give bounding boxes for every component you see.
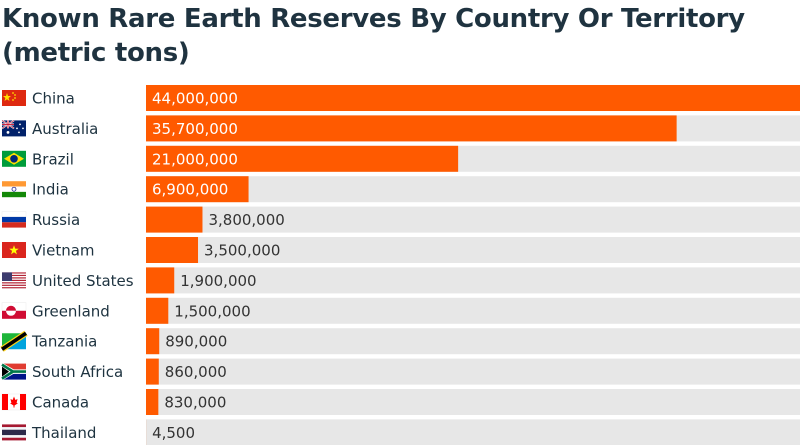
country-label: United States: [32, 272, 134, 290]
value-label: 6,900,000: [152, 181, 228, 199]
south-africa-flag-icon: [0, 362, 26, 381]
bar-track: [146, 328, 800, 355]
value-label: 4,500: [152, 424, 195, 442]
bar: [146, 267, 175, 294]
country-label: Russia: [32, 211, 80, 229]
bar-track: [146, 358, 800, 385]
country-label: South Africa: [32, 363, 123, 381]
bar: [146, 358, 159, 385]
bar-track: [146, 419, 800, 445]
brazil-flag-icon: [2, 150, 26, 167]
value-label: 860,000: [165, 363, 227, 381]
bar-row: India 6,900,000: [2, 176, 800, 203]
value-label: 830,000: [164, 394, 226, 412]
australia-flag-icon: [1, 119, 26, 137]
united-states-flag-icon: [2, 272, 26, 290]
chart-title: Known Rare Earth Reserves By Country Or …: [2, 4, 745, 68]
bar-track: [146, 176, 800, 203]
country-label: Australia: [32, 120, 98, 138]
bar: [146, 328, 160, 355]
value-label: 3,800,000: [208, 211, 284, 229]
india-flag-icon: [2, 181, 26, 198]
bar-row: Canada 830,000: [1, 389, 800, 415]
bar: [146, 85, 800, 111]
china-flag-icon: [2, 90, 26, 106]
value-label: 21,000,000: [152, 150, 238, 168]
value-label: 1,500,000: [174, 302, 250, 320]
bar: [146, 145, 459, 172]
bar-row: Vietnam 3,500,000: [2, 237, 800, 263]
bar: [146, 206, 203, 233]
bar-row: Russia 3,800,000: [1, 206, 800, 233]
bar-row: Thailand 4,500: [2, 419, 800, 445]
bar: [146, 176, 249, 203]
value-label: 1,900,000: [180, 272, 256, 290]
country-label: Vietnam: [32, 242, 95, 260]
russia-flag-icon: [1, 211, 27, 228]
bar-row: South Africa 860,000: [0, 358, 800, 385]
bar-row: Greenland 1,500,000: [1, 297, 800, 324]
bar-row: United States 1,900,000: [2, 267, 800, 294]
thailand-flag-icon: [2, 424, 26, 441]
bar-row: Australia 35,700,000: [1, 115, 800, 142]
country-label: Greenland: [32, 302, 110, 320]
bar: [146, 237, 199, 263]
bar: [146, 115, 677, 142]
bar-track: [146, 389, 800, 415]
bar-row: Tanzania 890,000: [0, 328, 800, 355]
country-label: Canada: [32, 394, 89, 412]
value-label: 3,500,000: [204, 242, 280, 260]
canada-flag-icon: [1, 393, 27, 411]
value-label: 35,700,000: [152, 120, 238, 138]
vietnam-flag-icon: [2, 242, 26, 258]
country-label: Thailand: [31, 424, 96, 442]
bar-row: Brazil 21,000,000: [2, 145, 800, 172]
bar-track: [146, 267, 800, 294]
bar: [146, 297, 169, 324]
value-label: 44,000,000: [152, 90, 238, 108]
bar-track: [146, 206, 800, 233]
bar-row: China 44,000,000: [2, 85, 800, 111]
value-label: 890,000: [165, 333, 227, 351]
bar-track: [146, 297, 800, 324]
tanzania-flag-icon: [0, 330, 28, 352]
greenland-flag-icon: [1, 302, 27, 319]
country-label: China: [32, 90, 75, 108]
country-label: Tanzania: [31, 333, 97, 351]
country-label: India: [32, 181, 69, 199]
bar: [146, 389, 159, 415]
country-label: Brazil: [32, 150, 74, 168]
bar-track: [146, 237, 800, 263]
